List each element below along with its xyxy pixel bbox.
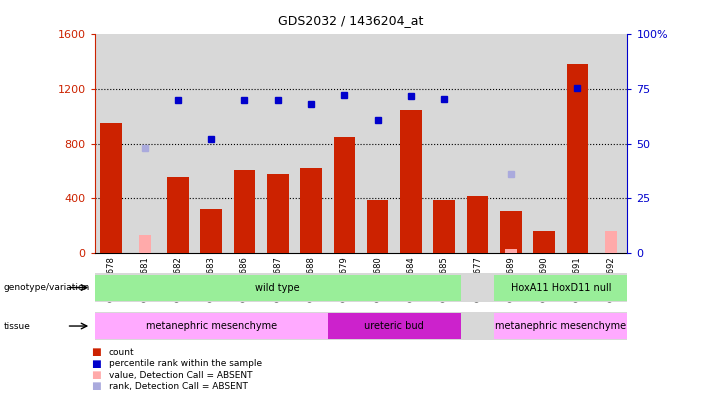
Bar: [505, 249, 517, 253]
Text: ■: ■: [91, 359, 101, 369]
Bar: [334, 137, 355, 253]
Bar: [528, 34, 561, 253]
Text: ■: ■: [91, 382, 101, 391]
Bar: [494, 313, 627, 339]
Bar: [361, 34, 394, 253]
Text: ureteric bud: ureteric bud: [365, 321, 424, 331]
Bar: [400, 110, 422, 253]
Text: rank, Detection Call = ABSENT: rank, Detection Call = ABSENT: [109, 382, 247, 391]
Bar: [200, 209, 222, 253]
Text: ■: ■: [91, 370, 101, 380]
Text: value, Detection Call = ABSENT: value, Detection Call = ABSENT: [109, 371, 252, 379]
Bar: [95, 34, 128, 253]
Text: tissue: tissue: [4, 322, 30, 330]
Text: metanephric mesenchyme: metanephric mesenchyme: [495, 321, 627, 331]
Bar: [605, 231, 617, 253]
Bar: [95, 275, 461, 301]
Bar: [327, 313, 461, 339]
Bar: [428, 34, 461, 253]
Text: percentile rank within the sample: percentile rank within the sample: [109, 359, 261, 368]
Text: metanephric mesenchyme: metanephric mesenchyme: [146, 321, 277, 331]
Bar: [461, 34, 494, 253]
Bar: [327, 34, 361, 253]
Bar: [167, 177, 189, 253]
Bar: [394, 34, 428, 253]
Bar: [566, 64, 588, 253]
Bar: [228, 34, 261, 253]
Text: wild type: wild type: [255, 283, 300, 292]
Text: GDS2032 / 1436204_at: GDS2032 / 1436204_at: [278, 14, 423, 27]
Bar: [500, 211, 522, 253]
Bar: [533, 231, 555, 253]
Bar: [100, 123, 122, 253]
Bar: [467, 196, 489, 253]
Text: ■: ■: [91, 347, 101, 357]
Bar: [433, 200, 455, 253]
Bar: [161, 34, 194, 253]
Bar: [300, 168, 322, 253]
Bar: [561, 34, 594, 253]
Bar: [494, 34, 527, 253]
Bar: [594, 34, 627, 253]
Bar: [139, 235, 151, 253]
Bar: [128, 34, 161, 253]
Bar: [95, 313, 327, 339]
Bar: [367, 200, 388, 253]
Bar: [267, 174, 289, 253]
Bar: [195, 34, 228, 253]
Bar: [294, 34, 327, 253]
Bar: [261, 34, 294, 253]
Text: HoxA11 HoxD11 null: HoxA11 HoxD11 null: [510, 283, 611, 292]
Text: count: count: [109, 348, 135, 357]
Bar: [233, 170, 255, 253]
Bar: [494, 275, 627, 301]
Text: genotype/variation: genotype/variation: [4, 283, 90, 292]
